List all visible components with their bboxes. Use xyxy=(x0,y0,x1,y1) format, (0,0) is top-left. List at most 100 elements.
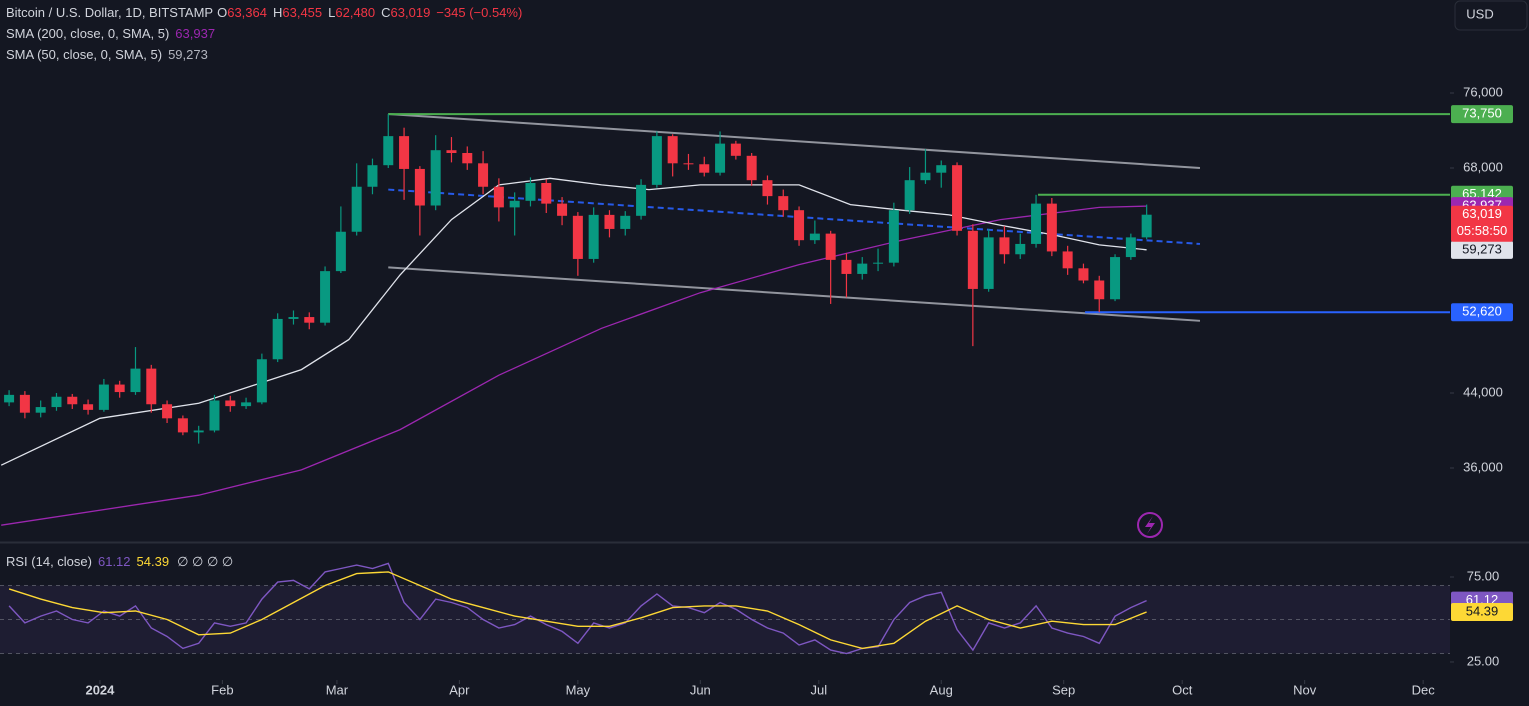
candle-body xyxy=(825,233,836,260)
quote-value: 63,364 xyxy=(227,5,267,20)
usd-button[interactable]: USD xyxy=(1454,0,1528,31)
x-tick-label: Jul xyxy=(810,682,827,697)
sma-name: SMA (50, close, 0, SMA, 5) xyxy=(6,47,162,62)
candle-body xyxy=(715,143,726,173)
rsi-na: ∅ ∅ ∅ ∅ xyxy=(177,554,233,569)
alert-bolt[interactable] xyxy=(1145,516,1155,534)
price-label: 63,019 xyxy=(1462,206,1502,221)
trendline xyxy=(388,266,1201,322)
rsi-value: 54.39 xyxy=(137,554,170,569)
candle-body xyxy=(19,394,30,413)
x-tick-label: 2024 xyxy=(85,682,115,697)
candle-body xyxy=(446,150,457,153)
price-label: 73,750 xyxy=(1462,106,1502,121)
y-tick-label: 44,000 xyxy=(1463,384,1503,399)
price-label-box xyxy=(1451,205,1513,242)
alert-icon[interactable] xyxy=(1137,512,1163,538)
candle-body xyxy=(367,165,378,187)
candle-body xyxy=(857,263,868,274)
candle-body xyxy=(1110,257,1121,300)
candle-body xyxy=(983,237,994,289)
candle-body xyxy=(462,153,473,164)
x-tick-label: Jun xyxy=(690,682,711,697)
candle-body xyxy=(304,317,315,323)
rsi-label: 54.39 xyxy=(1466,603,1499,618)
x-tick-label: Dec xyxy=(1412,682,1436,697)
candle-body xyxy=(746,155,757,181)
candle-body xyxy=(1125,237,1136,258)
quote-key: L xyxy=(328,5,335,20)
candle-body xyxy=(209,400,220,431)
candle-body xyxy=(920,172,931,181)
candle-body xyxy=(683,163,694,165)
candle-body xyxy=(936,165,947,173)
candle-body xyxy=(320,271,331,323)
candle-body xyxy=(83,404,94,410)
quote-value: 63,019 xyxy=(391,5,431,20)
candle-body xyxy=(762,180,773,197)
candle-body xyxy=(1031,203,1042,244)
candle-body xyxy=(967,230,978,289)
candle-body xyxy=(636,184,647,216)
x-tick-label: Aug xyxy=(930,682,953,697)
y-tick-label: 25.00 xyxy=(1467,653,1500,668)
trendline xyxy=(388,188,1201,245)
candle-body xyxy=(999,237,1010,255)
sma-line xyxy=(0,177,1147,466)
alert-circle[interactable] xyxy=(1137,512,1163,538)
y-tick-label: 75.00 xyxy=(1467,568,1500,583)
candle-body xyxy=(651,136,662,185)
candle-body xyxy=(399,136,410,169)
candle-body xyxy=(1046,203,1057,252)
plot xyxy=(0,113,1450,655)
candle-body xyxy=(351,186,362,232)
quote-value: 62,480 xyxy=(335,5,375,20)
candle-body xyxy=(51,396,62,408)
sma-value: 59,273 xyxy=(168,47,208,62)
sma-value: 63,937 xyxy=(175,26,215,41)
y-tick-label: 76,000 xyxy=(1463,84,1503,99)
y-tick-label: 68,000 xyxy=(1463,159,1503,174)
candle-body xyxy=(35,407,46,413)
currency[interactable]: USD xyxy=(1466,6,1493,21)
candle-body xyxy=(952,165,963,231)
candle-body xyxy=(1078,268,1089,281)
quote-change: −345 (−0.54%) xyxy=(436,5,522,20)
price-label-box xyxy=(1451,303,1513,322)
candle-body xyxy=(4,394,15,403)
candle-body xyxy=(114,384,125,393)
candle-body xyxy=(588,214,599,259)
usd-button-frame[interactable] xyxy=(1454,0,1528,31)
overlay-labels: 76,000 68,000 44,000 36,000 2024 Feb Mar Apr May… xyxy=(6,5,1513,697)
price-label-box xyxy=(1451,240,1513,259)
price-label: 52,620 xyxy=(1462,304,1502,319)
rsi-legend: RSI (14, close) 61.12 54.39 ∅ ∅ ∅ ∅ xyxy=(6,554,233,569)
candle-body xyxy=(1062,251,1073,269)
candle-body xyxy=(873,262,884,264)
price-label-box xyxy=(1451,105,1513,124)
candle-body xyxy=(904,180,915,211)
candle-body xyxy=(730,143,741,156)
x-tick-label: May xyxy=(566,682,591,697)
candle-body xyxy=(335,231,346,272)
header: Bitcoin / U.S. Dollar, 1D, BITSTAMP O63,3… xyxy=(6,5,522,20)
candle-body xyxy=(1015,243,1026,255)
candle-body xyxy=(572,215,583,259)
candle-body xyxy=(620,215,631,229)
candle-body xyxy=(225,400,236,407)
rsi-value: 61.12 xyxy=(98,554,131,569)
rsi-line xyxy=(8,571,1147,650)
candle-body xyxy=(509,200,520,208)
candle-body xyxy=(1141,214,1152,238)
candle-body xyxy=(67,396,78,405)
countdown: 05:58:50 xyxy=(1457,223,1508,238)
quote-value: 63,455 xyxy=(282,5,322,20)
candle-body xyxy=(256,359,267,403)
candle-body xyxy=(699,164,710,173)
candle-body xyxy=(146,368,157,405)
x-tick-label: Sep xyxy=(1052,682,1075,697)
candle-body xyxy=(383,136,394,166)
candle-body xyxy=(525,183,536,201)
sma-line xyxy=(1,205,1147,526)
